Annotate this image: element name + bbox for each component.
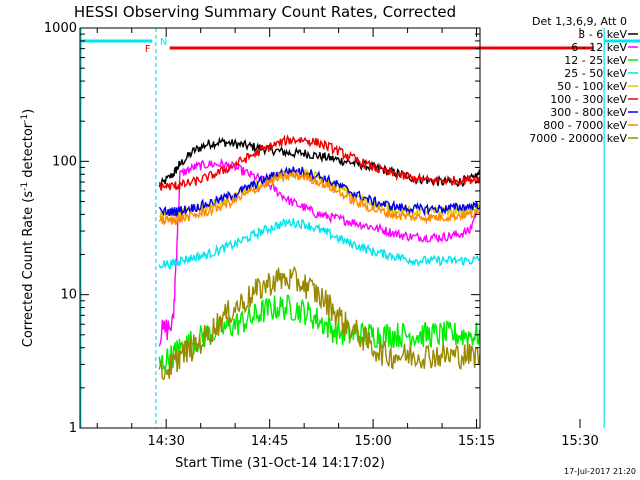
y-axis-label: Corrected Count Rate (s-1 detector-1) [20, 109, 36, 347]
x-axis-label: Start Time (31-Oct-14 14:17:02) [175, 456, 385, 471]
flare-flag-label: F [145, 44, 151, 55]
y-tick-label: 10 [60, 288, 77, 303]
x-tick-label: 14:45 [251, 434, 288, 449]
legend-label: 6 - 12 keV [571, 41, 627, 54]
legend-label: 25 - 50 keV [564, 67, 627, 80]
series-line [158, 265, 480, 381]
timestamp: 17-Jul-2017 21:20 [564, 467, 636, 476]
y-axis-label-sup: -1 [20, 114, 30, 123]
y-tick-label: 1000 [44, 21, 77, 36]
series-layer [158, 134, 480, 381]
legend-label: 12 - 25 keV [564, 54, 627, 67]
y-axis-label-sup: -1 [20, 182, 30, 191]
y-tick-label: 1 [69, 421, 77, 436]
legend-title: Det 1,3,6,9, Att 0 [532, 15, 627, 28]
series-line [158, 157, 480, 347]
y-axis-label-part: Corrected Count Rate (s [21, 191, 36, 348]
legend-label: 100 - 300 keV [550, 93, 627, 106]
x-tick-label: 15:30 [561, 434, 598, 449]
series-line [158, 169, 480, 226]
series-line [158, 294, 480, 372]
x-tick-label: 15:15 [458, 434, 495, 449]
plot-frame [79, 27, 481, 429]
y-axis-label-part: ) [21, 109, 36, 114]
x-tick-label: 15:00 [354, 434, 391, 449]
legend-label: 800 - 7000 keV [543, 119, 627, 132]
y-axis-label-part: detector [21, 122, 36, 182]
legend-label: 3 - 6 keV [578, 28, 627, 41]
y-tick-label: 100 [52, 154, 77, 169]
x-tick-label: 14:30 [147, 434, 184, 449]
chart-title: HESSI Observing Summary Count Rates, Cor… [74, 3, 456, 21]
legend-label: 50 - 100 keV [557, 80, 627, 93]
series-line [158, 217, 480, 271]
legend-label: 7000 - 20000 keV [529, 132, 627, 145]
legend-label: 300 - 800 keV [550, 106, 627, 119]
series-line [158, 134, 480, 191]
series-line [158, 166, 480, 218]
night-flag-label: N [160, 37, 167, 48]
